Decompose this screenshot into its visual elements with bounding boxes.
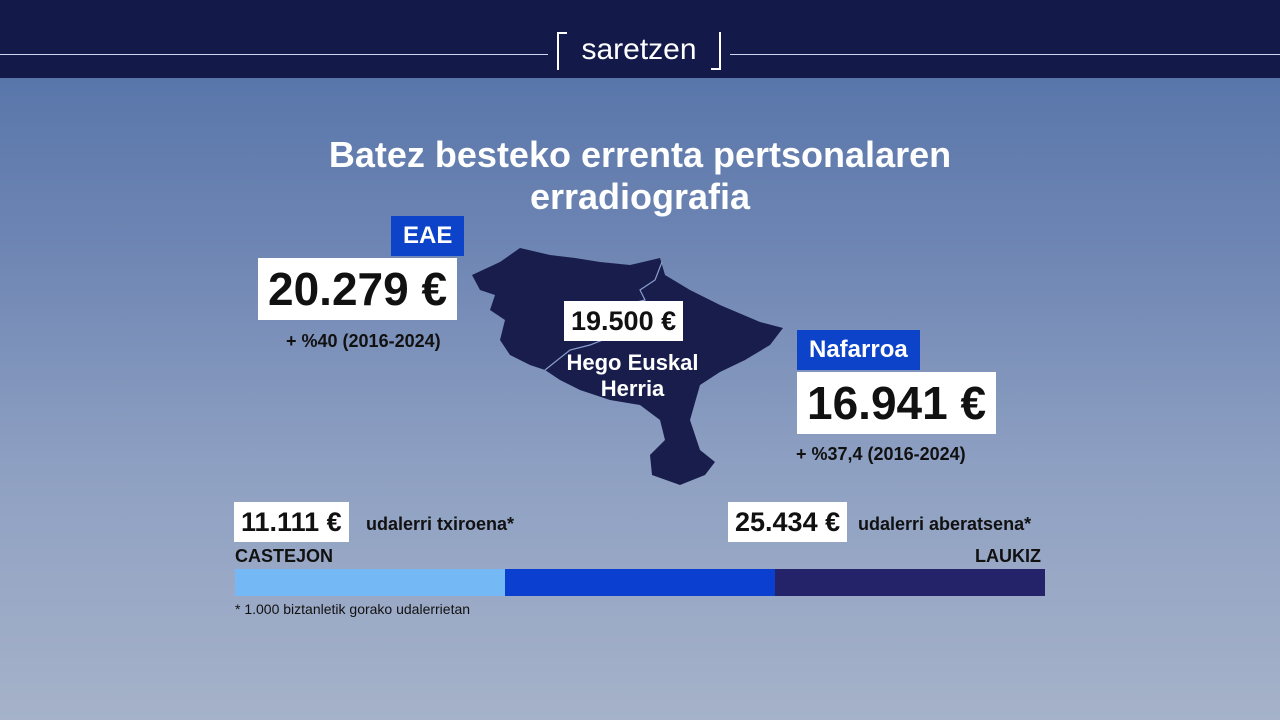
top-bar [0, 0, 1280, 78]
region-value: 20.279 € [258, 258, 458, 320]
max-label: udalerri aberatsena* [858, 514, 1032, 534]
region-tag: Nafarroa [797, 330, 920, 370]
max-place: LAUKIZ [975, 546, 1041, 566]
map-shape [472, 248, 783, 485]
region-tag: EAE [391, 216, 465, 256]
min-label: udalerri txiroena* [366, 514, 515, 534]
range-bar [775, 569, 1045, 596]
total-value: 19.500 € [564, 301, 684, 341]
range-bar [235, 569, 505, 596]
logo: saretzen [557, 32, 721, 70]
title: Batez besteko errenta pertsonalaren erra… [328, 134, 952, 217]
total-label: Hego Euskal Herria [566, 350, 699, 401]
divider [0, 54, 548, 55]
footnote: * 1.000 biztanletik gorako udalerrietan [235, 601, 471, 617]
min-place: CASTEJON [235, 546, 334, 566]
region-value: 16.941 € [797, 372, 997, 434]
region-change: + %37,4 (2016-2024) [796, 444, 966, 464]
max-value: 25.434 € [728, 502, 848, 542]
min-value: 11.111 € [234, 502, 349, 542]
region-change: + %40 (2016-2024) [286, 331, 441, 351]
divider [730, 54, 1280, 55]
range-bar [505, 569, 775, 596]
